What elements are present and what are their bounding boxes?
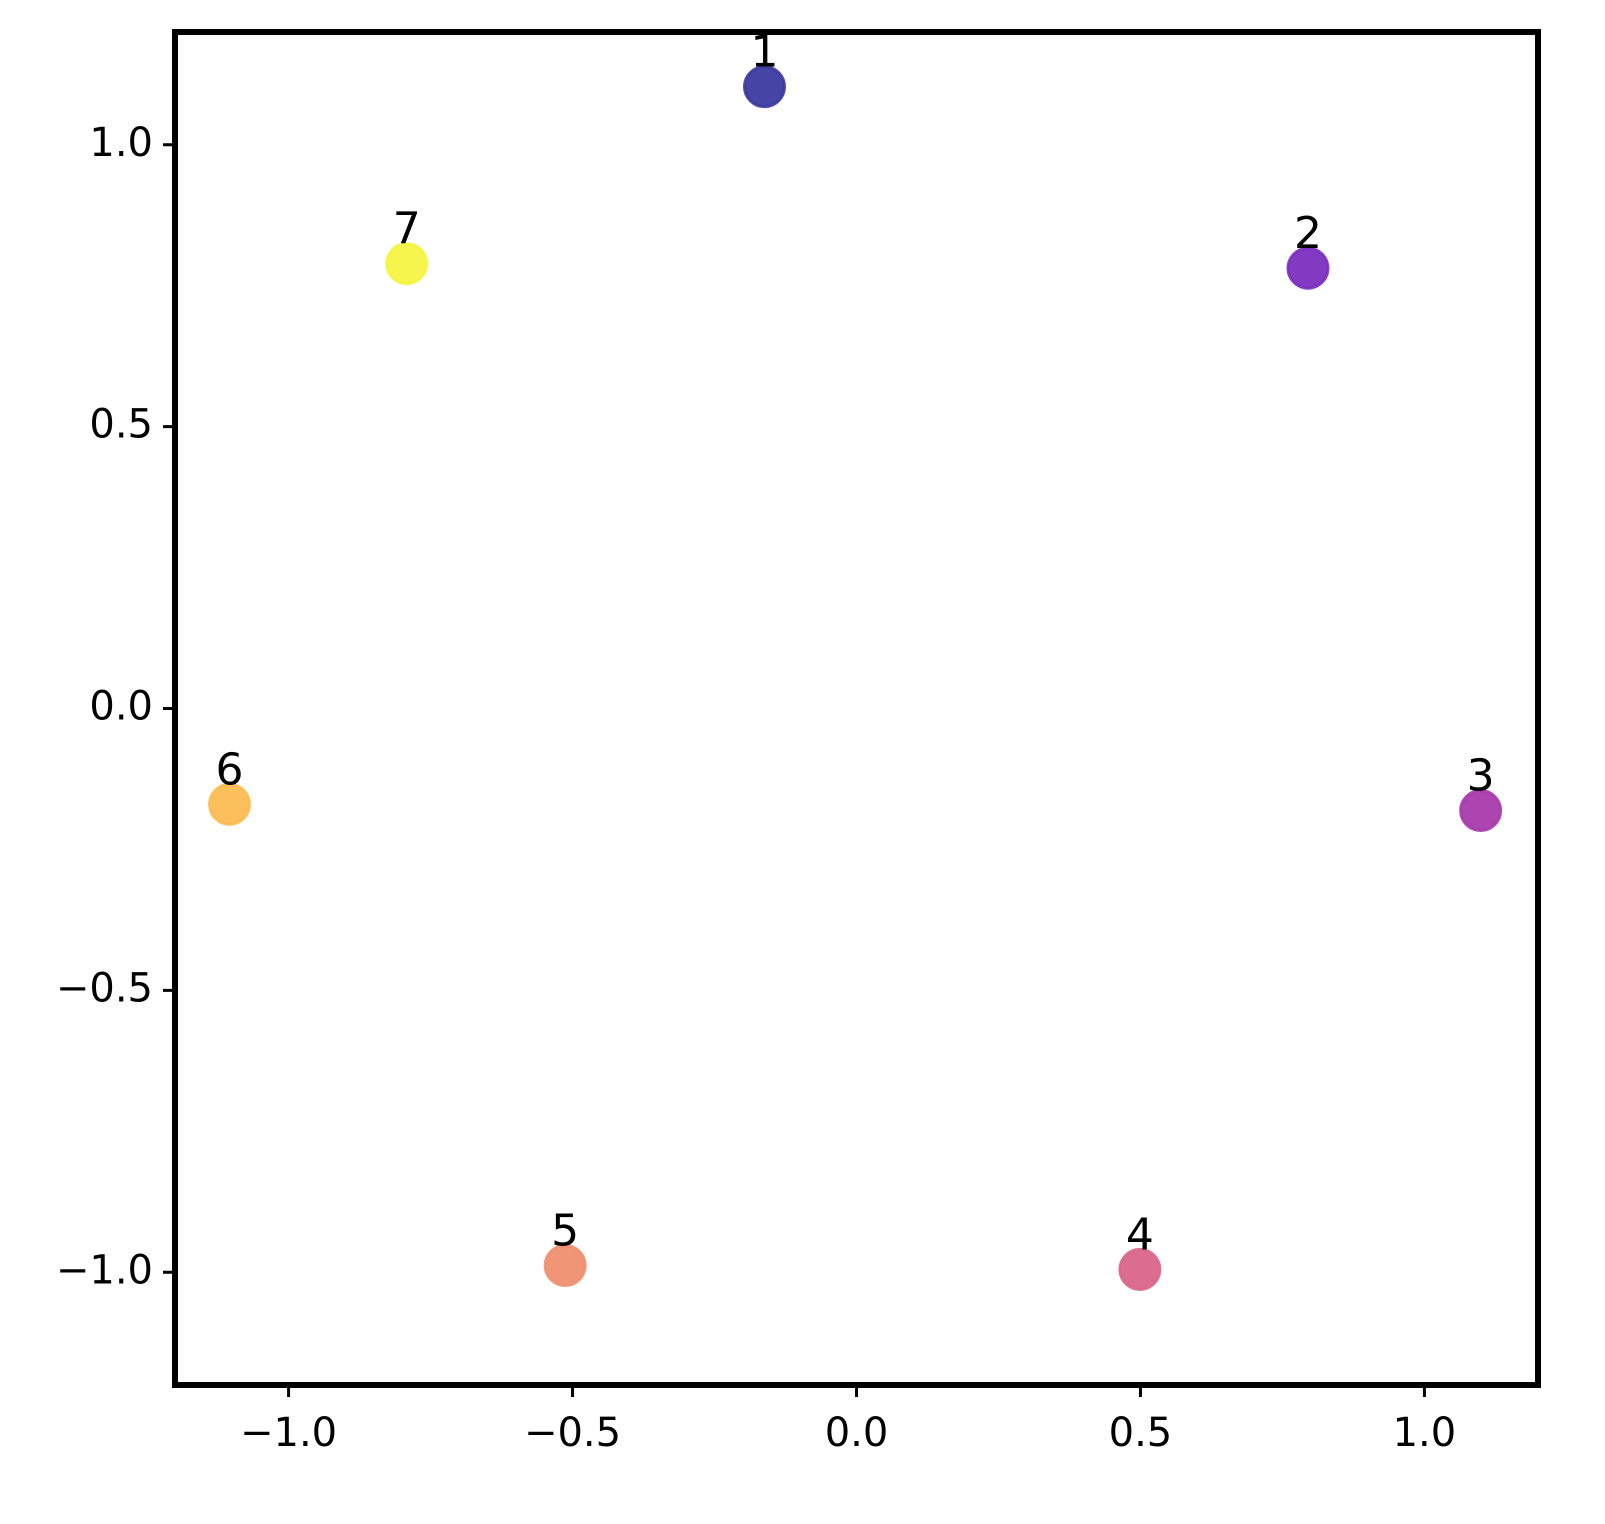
x-tick-label: −1.0: [240, 1410, 337, 1456]
point: [1118, 1247, 1162, 1291]
point-label: 6: [216, 744, 244, 795]
point-label: 1: [750, 27, 778, 78]
point: [385, 242, 429, 286]
point-label: 2: [1294, 208, 1322, 259]
point: [543, 1243, 587, 1287]
y-tick-label: −0.5: [56, 965, 153, 1011]
x-tick-label: 0.5: [1109, 1410, 1173, 1456]
y-tick-label: 0.0: [89, 684, 153, 730]
y-tick-label: 1.0: [89, 120, 153, 166]
y-tick-label: 0.5: [89, 402, 153, 448]
x-tick-label: 0.0: [825, 1410, 889, 1456]
point: [208, 782, 252, 826]
point: [1459, 789, 1503, 833]
x-tick-label: 1.0: [1393, 1410, 1457, 1456]
plot-frame: [172, 29, 1541, 1388]
y-tick-label: −1.0: [56, 1247, 153, 1293]
point: [742, 65, 786, 109]
x-tick-label: −0.5: [524, 1410, 621, 1456]
point-label: 5: [551, 1205, 579, 1256]
point-label: 4: [1126, 1209, 1154, 1260]
point: [1286, 246, 1330, 290]
point-label: 3: [1467, 751, 1495, 802]
point-label: 7: [393, 204, 421, 255]
